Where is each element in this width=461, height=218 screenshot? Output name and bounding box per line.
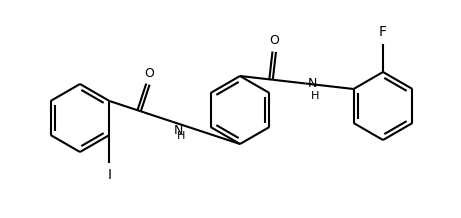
Text: F: F	[379, 25, 387, 39]
Text: H: H	[177, 131, 185, 141]
Text: N: N	[307, 77, 317, 90]
Text: I: I	[107, 168, 112, 182]
Text: H: H	[310, 90, 319, 100]
Text: O: O	[145, 67, 154, 80]
Text: O: O	[269, 34, 279, 47]
Text: N: N	[174, 124, 183, 137]
